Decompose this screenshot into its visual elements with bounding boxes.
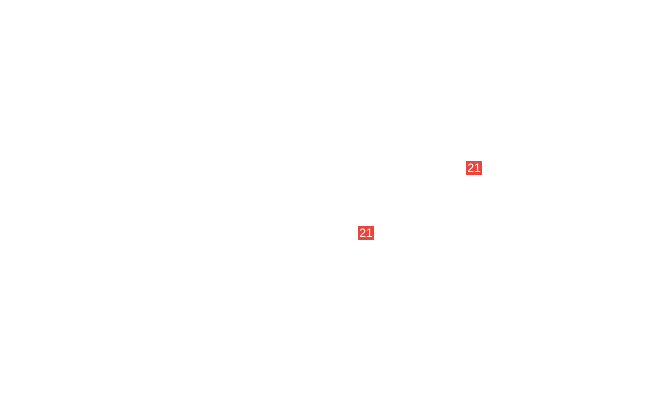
notification-badge: 21 [358, 226, 374, 240]
notification-badge: 21 [466, 161, 482, 175]
